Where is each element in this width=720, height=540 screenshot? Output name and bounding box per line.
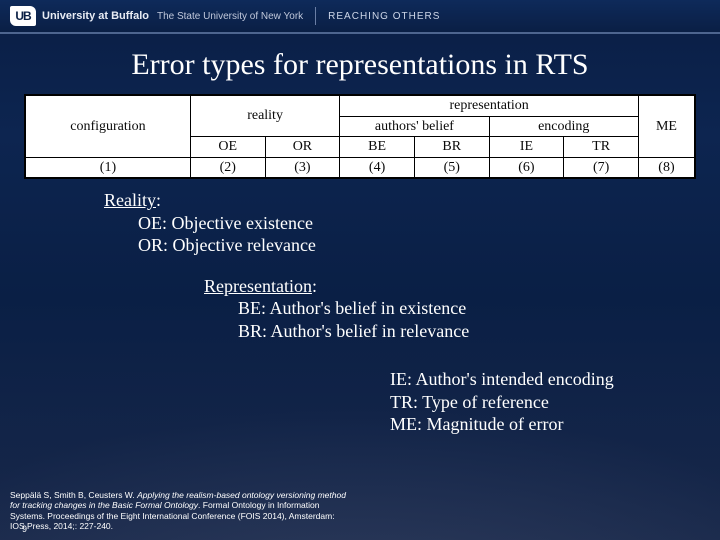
- th-or: OR: [265, 137, 340, 158]
- def-or: OR: Objective relevance: [138, 234, 696, 257]
- university-system: The State University of New York: [157, 11, 303, 22]
- representation-block: Representation: BE: Author's belief in e…: [204, 275, 696, 343]
- th-be: BE: [340, 137, 415, 158]
- university-name: University at Buffalo: [42, 10, 149, 22]
- td-7: (7): [564, 157, 639, 178]
- logo: UB University at Buffalo The State Unive…: [10, 6, 303, 26]
- def-oe: OE: Objective existence: [138, 212, 696, 235]
- tagline: REACHING OTHERS: [328, 11, 440, 22]
- td-1: (1): [26, 157, 191, 178]
- td-8: (8): [638, 157, 694, 178]
- th-reality: reality: [190, 96, 339, 137]
- header-bar: UB University at Buffalo The State Unive…: [0, 0, 720, 34]
- definitions: Reality: OE: Objective existence OR: Obj…: [24, 189, 696, 436]
- td-6: (6): [489, 157, 564, 178]
- th-br: BR: [414, 137, 489, 158]
- def-br: BR: Author's belief in relevance: [238, 320, 696, 343]
- rts-table: configuration reality representation ME …: [24, 94, 696, 179]
- td-4: (4): [340, 157, 415, 178]
- reality-block: Reality: OE: Objective existence OR: Obj…: [104, 189, 696, 257]
- th-ie: IE: [489, 137, 564, 158]
- header-divider: [315, 7, 316, 25]
- th-encoding: encoding: [489, 116, 638, 137]
- citation: Seppälä S, Smith B, Ceusters W. Applying…: [10, 490, 350, 533]
- reality-heading: Reality:: [104, 189, 696, 212]
- th-authors-belief: authors' belief: [340, 116, 489, 137]
- slide-content: Error types for representations in RTS c…: [0, 34, 720, 540]
- encoding-block: IE: Author's intended encoding TR: Type …: [390, 368, 696, 436]
- citation-authors: Seppälä S, Smith B, Ceusters W.: [10, 490, 137, 500]
- td-2: (2): [190, 157, 265, 178]
- th-oe: OE: [190, 137, 265, 158]
- logo-mark: UB: [10, 6, 36, 26]
- th-representation: representation: [340, 96, 639, 117]
- td-5: (5): [414, 157, 489, 178]
- th-configuration: configuration: [26, 96, 191, 158]
- def-ie: IE: Author's intended encoding: [390, 368, 696, 391]
- representation-heading: Representation:: [204, 275, 696, 298]
- def-tr: TR: Type of reference: [390, 391, 696, 414]
- def-be: BE: Author's belief in existence: [238, 297, 696, 320]
- th-me: ME: [638, 96, 694, 158]
- th-tr: TR: [564, 137, 639, 158]
- td-3: (3): [265, 157, 340, 178]
- page-number: 9: [22, 524, 27, 534]
- slide-title: Error types for representations in RTS: [24, 48, 696, 82]
- def-me: ME: Magnitude of error: [390, 413, 696, 436]
